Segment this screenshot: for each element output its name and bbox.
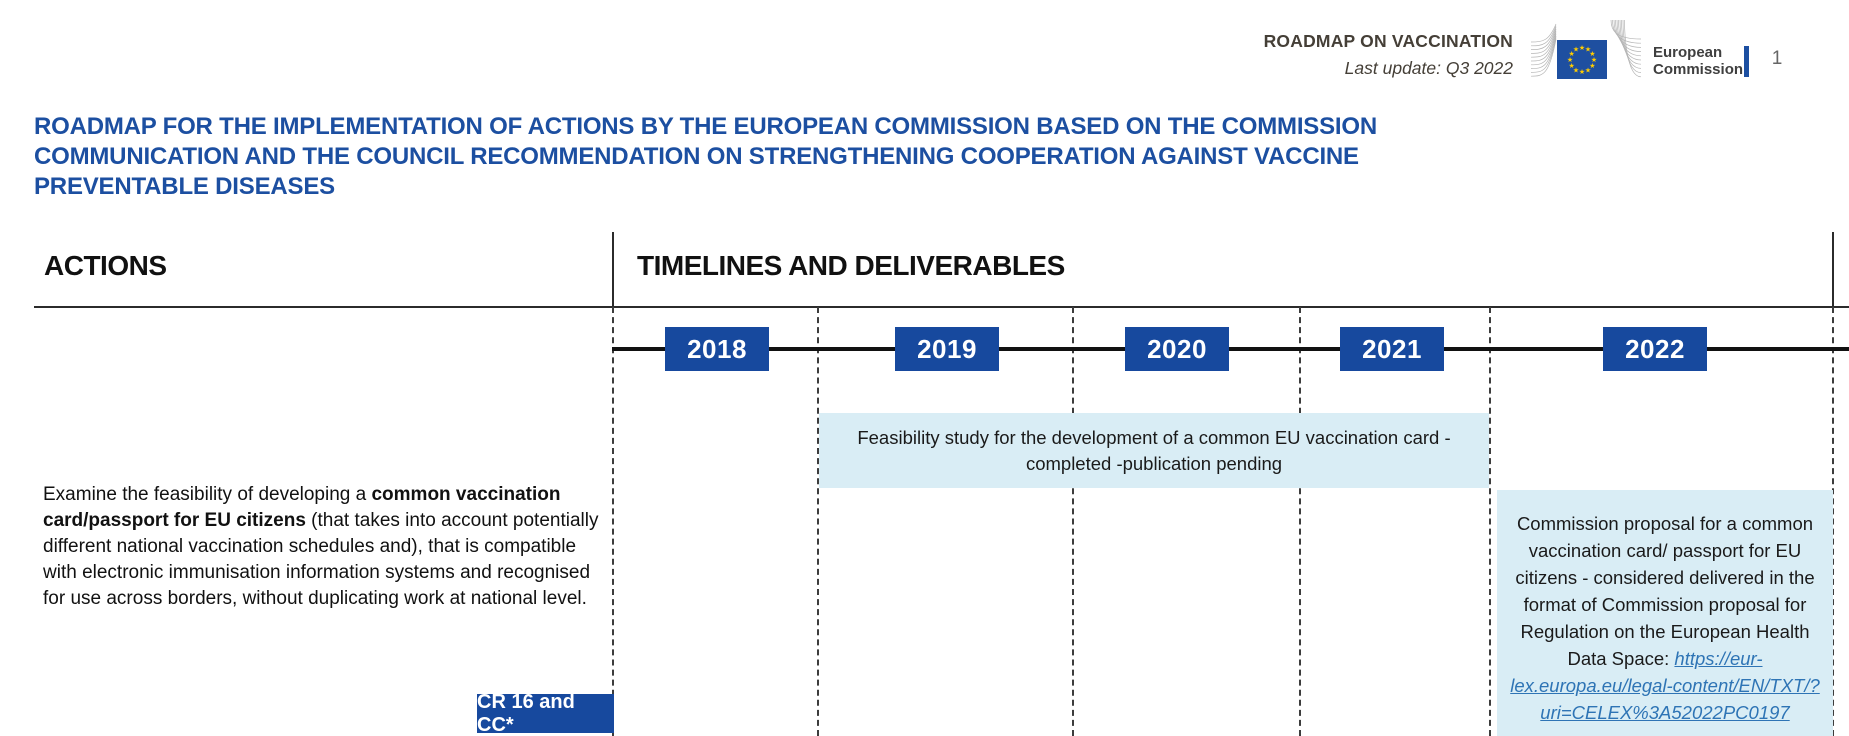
- logo-divider-bar: [1744, 46, 1749, 77]
- svg-text:★: ★: [1568, 50, 1574, 58]
- page-title-line-3: PREVENTABLE DISEASES: [34, 173, 335, 200]
- year-box-2020: 2020: [1125, 327, 1229, 371]
- svg-text:★: ★: [1585, 66, 1591, 74]
- timeline-axis: [612, 347, 1849, 351]
- year-box-2022: 2022: [1603, 327, 1707, 371]
- document-label: ROADMAP ON VACCINATION: [1263, 31, 1513, 51]
- org-name-line2: Commission: [1653, 61, 1744, 78]
- deliverable-feasibility-text: Feasibility study for the development of…: [857, 426, 1451, 474]
- header-bottom-rule: [34, 306, 1849, 308]
- grid-dashed-line-3: [1072, 307, 1074, 736]
- page-title-line-2: COMMUNICATION AND THE COUNCIL RECOMMENDA…: [34, 143, 1359, 170]
- org-name: European Commission: [1653, 44, 1743, 78]
- svg-text:★: ★: [1591, 56, 1597, 64]
- header-column-divider-left: [612, 232, 614, 307]
- action-text-after-bold: (that takes into account potentially dif…: [43, 510, 599, 609]
- svg-text:★: ★: [1579, 68, 1585, 76]
- action-text-before-bold: Examine the feasibility of developing a: [43, 484, 372, 505]
- actions-column-header: ACTIONS: [44, 250, 167, 281]
- grid-dashed-line-1: [612, 307, 614, 736]
- org-name-line1: European: [1653, 44, 1723, 61]
- year-box-2018: 2018: [665, 327, 769, 371]
- document-meta: ROADMAP ON VACCINATION Last update: Q3 2…: [1100, 31, 1513, 79]
- grid-dashed-line-4: [1299, 307, 1301, 736]
- grid-dashed-line-5: [1489, 307, 1491, 736]
- svg-text:★: ★: [1589, 50, 1595, 58]
- european-commission-logo-icon: ★ ★★★★★★★★★★★: [1531, 20, 1642, 79]
- year-box-2021: 2021: [1340, 327, 1444, 371]
- svg-text:★: ★: [1567, 56, 1573, 64]
- eu-flag-icon: [1557, 40, 1607, 79]
- header-column-divider-right: [1832, 232, 1834, 307]
- ehds-link[interactable]: https://eur-lex.europa.eu/legal-content/…: [1510, 648, 1820, 723]
- cr-reference-badge: CR 16 and CC*: [477, 691, 614, 736]
- action-text-bold: common vaccination card/passport for EU …: [43, 484, 561, 531]
- deliverable-feasibility-study: Feasibility study for the development of…: [819, 413, 1489, 488]
- timelines-column-header: TIMELINES AND DELIVERABLES: [637, 250, 1065, 281]
- svg-text:★: ★: [1589, 62, 1595, 70]
- page-title-line-1: ROADMAP FOR THE IMPLEMENTATION OF ACTION…: [34, 113, 1377, 140]
- grid-dashed-line-6: [1832, 307, 1834, 736]
- svg-text:★: ★: [1579, 44, 1585, 52]
- page-title: ROADMAP FOR THE IMPLEMENTATION OF ACTION…: [34, 112, 1377, 202]
- svg-text:★: ★: [1585, 46, 1591, 54]
- svg-text:★: ★: [1573, 46, 1579, 54]
- deliverable-commission-proposal: Commission proposal for a common vaccina…: [1497, 490, 1833, 736]
- action-description: Examine the feasibility of developing a …: [43, 482, 600, 612]
- page-number: 1: [1771, 48, 1783, 69]
- last-update-text: Last update: Q3 2022: [1344, 58, 1513, 78]
- svg-text:★: ★: [1573, 66, 1579, 74]
- proposal-text: Commission proposal for a common vaccina…: [1515, 513, 1815, 669]
- year-box-2019: 2019: [895, 327, 999, 371]
- svg-text:★: ★: [1568, 62, 1574, 70]
- grid-dashed-line-2: [817, 307, 819, 736]
